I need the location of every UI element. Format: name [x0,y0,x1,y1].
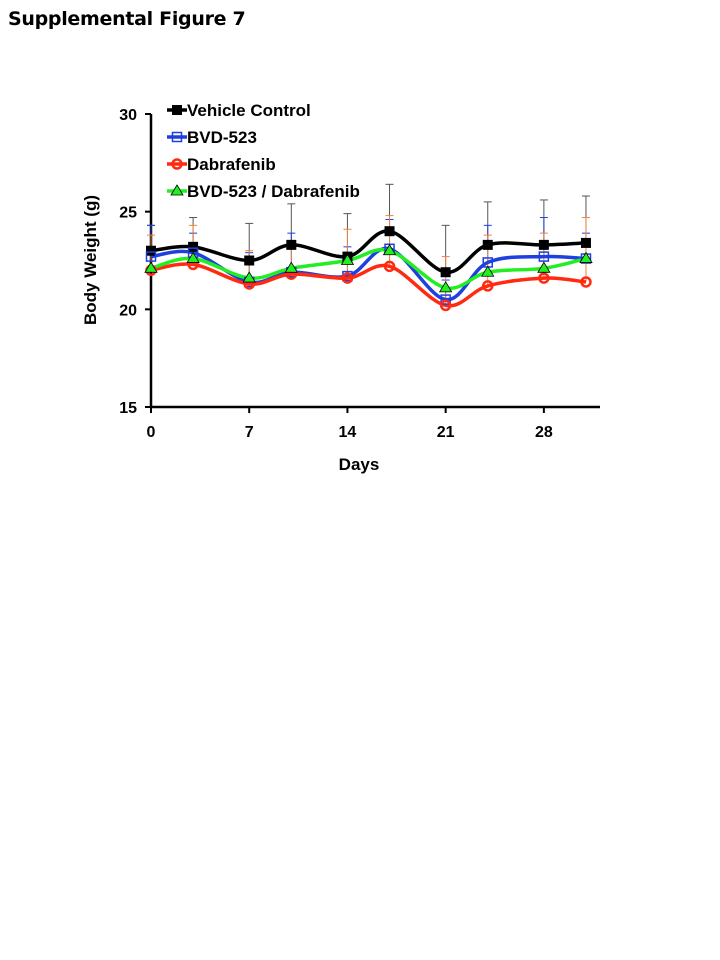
legend-marker [171,158,183,170]
legend-marker [170,184,184,196]
data-point [439,299,452,312]
data-point [383,260,396,273]
data-point [538,239,549,250]
x-tick-label: 14 [339,424,357,441]
data-point [145,251,157,262]
series-line [150,229,587,274]
series-line [150,247,587,291]
data-point [579,251,593,263]
legend-label: Vehicle Control [187,101,311,120]
x-tick-label: 7 [245,424,254,441]
y-tick-label: 30 [119,107,137,124]
legend-label: BVD-523 / Dabrafenib [187,182,360,201]
data-point [286,239,297,250]
data-point [242,271,256,283]
series-line [150,262,587,308]
data-point [244,255,255,266]
x-axis-label: Days [339,455,380,474]
x-tick-label: 21 [437,424,455,441]
series-lines [150,229,587,308]
data-point [284,261,299,273]
data-point [440,294,451,305]
figure-title: Supplemental Figure 7 [8,8,246,30]
data-point [382,243,397,256]
y-tick-label: 15 [119,400,137,417]
data-point [146,245,156,256]
x-tick-label: 28 [535,424,553,441]
data-point [538,272,550,284]
series-markers [144,226,593,312]
data-point [580,276,592,288]
data-point [438,281,453,293]
y-tick-label: 25 [119,205,137,222]
data-point [186,251,200,263]
data-point [144,261,158,273]
y-tick-label: 20 [119,302,137,319]
x-tick-label: 0 [147,424,156,441]
legend-marker [172,105,182,115]
legend-marker [171,131,183,143]
legend-label: BVD-523 [187,128,257,147]
data-point [384,226,395,237]
data-point [340,253,355,265]
data-point [482,239,493,250]
error-bars [147,183,590,306]
legend: Vehicle Control BVD-523 Dabrafenib BVD-523 … [167,101,360,201]
y-axis-label: Body Weight (g) [81,195,100,325]
data-point [481,265,495,277]
data-point [341,272,354,284]
data-point [537,261,551,273]
legend-label: Dabrafenib [187,155,276,174]
data-point [440,267,451,278]
data-point [188,241,199,252]
data-point [538,251,550,262]
data-point [482,280,494,292]
data-point [580,237,591,248]
